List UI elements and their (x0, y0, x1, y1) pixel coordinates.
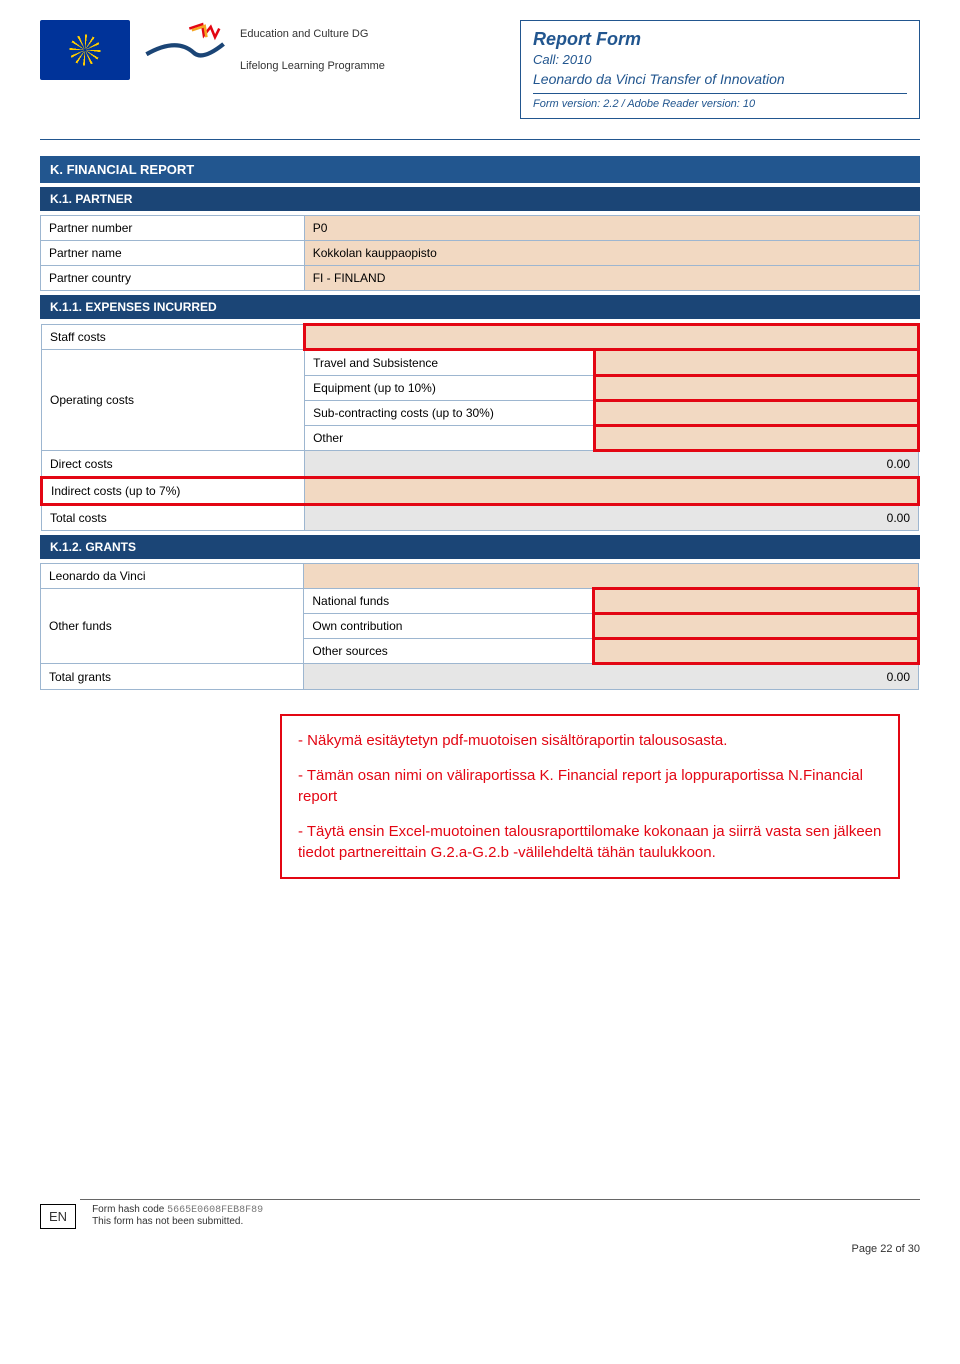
section-k1-heading: K.1. PARTNER (40, 187, 920, 211)
llp-label: Lifelong Learning Programme (240, 60, 385, 72)
partner-country-value[interactable]: FI - FINLAND (304, 266, 919, 291)
section-k-heading: K. FINANCIAL REPORT (40, 156, 920, 183)
travel-label: Travel and Subsistence (305, 350, 594, 376)
hash-code: 5665E0608FEB8F89 (167, 1205, 263, 1216)
section-k11-heading: K.1.1. EXPENSES INCURRED (40, 295, 920, 319)
national-funds-label: National funds (304, 589, 594, 614)
subcontract-value[interactable] (594, 401, 919, 426)
ldv-value[interactable] (304, 564, 919, 589)
other-value[interactable] (594, 426, 919, 451)
llp-logo-icon (140, 20, 230, 80)
section-k12-heading: K.1.2. GRANTS (40, 535, 920, 559)
report-title: Report Form (533, 29, 907, 50)
partner-country-label: Partner country (41, 266, 305, 291)
other-label: Other (305, 426, 594, 451)
total-costs-value: 0.00 (305, 505, 919, 531)
other-funds-label: Other funds (41, 589, 304, 664)
note-line-3: - Täytä ensin Excel-muotoinen talousrapo… (298, 821, 882, 863)
total-costs-label: Total costs (42, 505, 305, 531)
partner-table: Partner number P0 Partner name Kokkolan … (40, 215, 920, 291)
expenses-table: Staff costs Operating costs Travel and S… (40, 323, 920, 531)
staff-costs-label: Staff costs (42, 325, 305, 350)
status-line: This form has not been submitted. (92, 1216, 920, 1227)
page-footer: EN Form hash code 5665E0608FEB8F89 This … (40, 1199, 920, 1255)
equipment-value[interactable] (594, 376, 919, 401)
indirect-costs-label: Indirect costs (up to 7%) (42, 478, 305, 505)
eu-flag-icon (40, 20, 130, 80)
direct-costs-value: 0.00 (305, 451, 919, 478)
annotation-box: - Näkymä esitäytetyn pdf-muotoisen sisäl… (280, 714, 900, 879)
hash-line: Form hash code 5665E0608FEB8F89 (92, 1204, 920, 1216)
travel-value[interactable] (594, 350, 919, 376)
note-line-2: - Tämän osan nimi on väliraportissa K. F… (298, 765, 882, 807)
other-sources-label: Other sources (304, 639, 594, 664)
page-number: Page 22 of 30 (40, 1243, 920, 1255)
edu-culture-label: Education and Culture DG (240, 28, 385, 40)
direct-costs-label: Direct costs (42, 451, 305, 478)
total-grants-label: Total grants (41, 664, 304, 690)
staff-costs-value[interactable] (305, 325, 919, 350)
total-grants-value: 0.00 (304, 664, 919, 690)
equipment-label: Equipment (up to 10%) (305, 376, 594, 401)
own-contribution-label: Own contribution (304, 614, 594, 639)
other-sources-value[interactable] (594, 639, 919, 664)
header-logos: Education and Culture DG Lifelong Learni… (40, 20, 385, 80)
ldv-label: Leonardo da Vinci (41, 564, 304, 589)
partner-name-label: Partner name (41, 241, 305, 266)
form-version: Form version: 2.2 / Adobe Reader version… (533, 98, 907, 110)
lang-box: EN (40, 1204, 76, 1229)
note-line-1: - Näkymä esitäytetyn pdf-muotoisen sisäl… (298, 730, 882, 751)
report-programme: Leonardo da Vinci Transfer of Innovation (533, 71, 907, 87)
indirect-costs-value[interactable] (305, 478, 919, 505)
page-header: Education and Culture DG Lifelong Learni… (40, 20, 920, 119)
partner-number-value[interactable]: P0 (304, 216, 919, 241)
own-contribution-value[interactable] (594, 614, 919, 639)
partner-name-value[interactable]: Kokkolan kauppaopisto (304, 241, 919, 266)
operating-costs-label: Operating costs (42, 350, 305, 451)
national-funds-value[interactable] (594, 589, 919, 614)
report-form-box: Report Form Call: 2010 Leonardo da Vinci… (520, 20, 920, 119)
report-call: Call: 2010 (533, 52, 907, 67)
grants-table: Leonardo da Vinci Other funds National f… (40, 563, 920, 690)
partner-number-label: Partner number (41, 216, 305, 241)
subcontract-label: Sub-contracting costs (up to 30%) (305, 401, 594, 426)
